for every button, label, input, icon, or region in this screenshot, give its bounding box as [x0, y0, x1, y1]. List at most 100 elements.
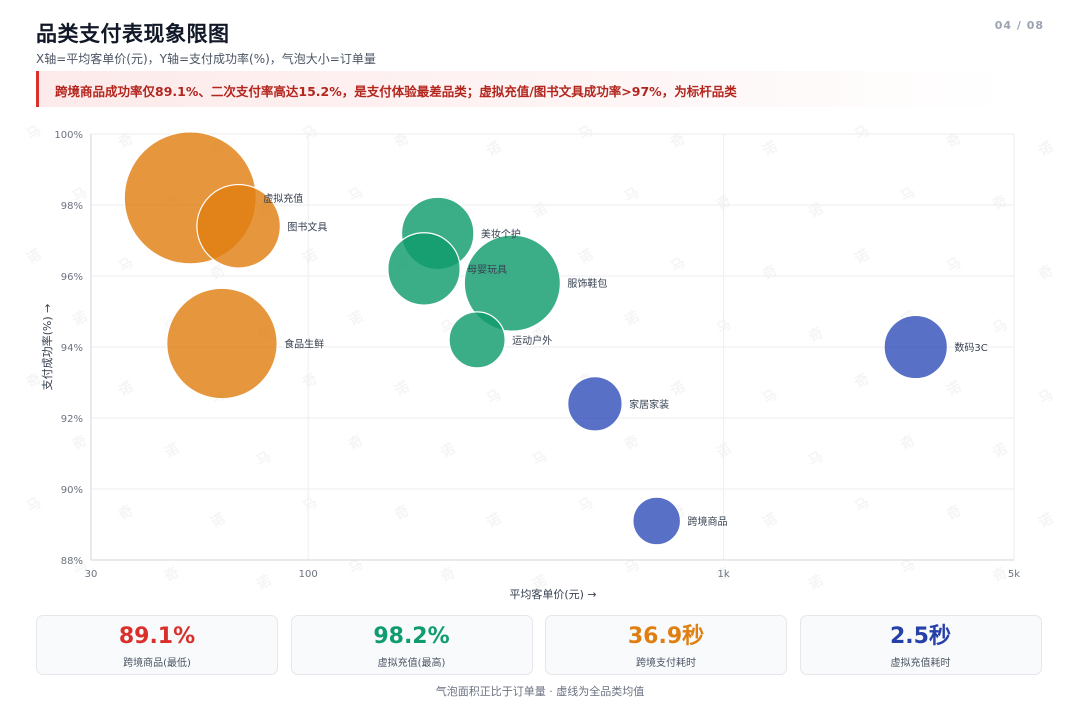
watermark-glyph: 马 — [898, 185, 918, 206]
bubble-label: 服饰鞋包 — [567, 277, 607, 290]
bubble-point — [448, 311, 506, 369]
watermark-glyph: 诺 — [484, 138, 505, 160]
watermark-glyph: 诺 — [1036, 138, 1057, 160]
watermark-glyph: 奇 — [70, 432, 91, 454]
watermark-glyph: 马 — [852, 495, 872, 516]
watermark-glyph: 诺 — [1036, 510, 1057, 532]
watermark-glyph: 马 — [116, 255, 136, 276]
bubble-label: 母婴玩具 — [467, 264, 507, 276]
watermark-glyph: 马 — [622, 557, 642, 578]
watermark-glyph: 马 — [24, 495, 44, 516]
bubble-point — [883, 314, 948, 380]
bubble-label: 美妆个护 — [481, 227, 521, 240]
watermark-glyph: 奇 — [944, 502, 965, 524]
watermark-glyph: 马 — [576, 123, 596, 144]
watermark-glyph: 诺 — [346, 308, 367, 330]
watermark-glyph: 马 — [898, 557, 918, 578]
kpi-label: 跨境商品(最低) — [123, 658, 191, 669]
watermark-glyph: 马 — [622, 185, 642, 206]
y-tick-label: 92% — [61, 414, 83, 425]
watermark-glyph: 马 — [1036, 387, 1056, 408]
watermark-glyph: 诺 — [806, 572, 827, 594]
kpi-card-lowest-rate: 89.1% 跨境商品(最低) — [36, 615, 278, 675]
y-tick-label: 100% — [54, 130, 83, 141]
watermark-glyph: 诺 — [392, 378, 413, 400]
kpi-label: 虚拟充值耗时 — [890, 658, 951, 669]
watermark-glyph: 奇 — [990, 192, 1011, 214]
watermark-glyph: 诺 — [254, 572, 275, 594]
watermark-glyph: 奇 — [806, 324, 827, 346]
watermark-glyph: 马 — [806, 449, 826, 470]
watermark-glyph: 马 — [300, 123, 320, 144]
x-tick-label: 100 — [299, 569, 318, 580]
watermark-glyph: 马 — [70, 557, 90, 578]
watermark-glyph: 奇 — [852, 370, 873, 392]
watermark-glyph: 奇 — [898, 432, 919, 454]
bubble-label: 虚拟充值 — [263, 192, 303, 205]
watermark-glyph: 奇 — [438, 564, 459, 586]
bubble-label: 家居家装 — [629, 398, 669, 411]
watermark-glyph: 诺 — [484, 510, 505, 532]
bubble-label: 运动户外 — [512, 334, 552, 347]
watermark-glyph: 马 — [254, 449, 274, 470]
watermark-glyph: 马 — [576, 495, 596, 516]
watermark-glyph: 诺 — [990, 440, 1011, 462]
watermark-glyph: 马 — [70, 185, 90, 206]
watermark-glyph: 奇 — [346, 432, 367, 454]
bubble-label: 数码3C — [954, 341, 987, 354]
insight-text: 跨境商品成功率仅89.1%、二次支付率高达15.2%，是支付体验最差品类；虚拟充… — [55, 84, 737, 99]
y-tick-label: 90% — [61, 485, 83, 496]
watermark-glyph: 奇 — [622, 432, 643, 454]
kpi-card-crossborder-time: 36.9秒 跨境支付耗时 — [545, 615, 787, 675]
watermark-glyph: 奇 — [392, 130, 413, 152]
bubble-point — [567, 375, 623, 432]
watermark-glyph: 奇 — [392, 502, 413, 524]
watermark-glyph: 马 — [944, 255, 964, 276]
watermark-glyph: 马 — [990, 317, 1010, 338]
watermark-glyph: 马 — [852, 123, 872, 144]
watermark-glyph: 奇 — [300, 370, 321, 392]
bubble-point — [632, 496, 682, 546]
bubble-point — [166, 287, 278, 400]
watermark-glyph: 奇 — [668, 130, 689, 152]
watermark-glyph: 奇 — [760, 262, 781, 284]
watermark-glyph: 诺 — [760, 510, 781, 532]
watermark-glyph: 诺 — [70, 308, 91, 330]
watermark-glyph: 诺 — [944, 378, 965, 400]
watermark-glyph: 诺 — [530, 200, 551, 222]
watermark-glyph: 诺 — [300, 246, 321, 268]
watermark-glyph: 马 — [530, 449, 550, 470]
bubble-point — [463, 234, 561, 332]
watermark-glyph: 诺 — [116, 378, 137, 400]
x-tick-label: 30 — [85, 569, 98, 580]
watermark-glyph: 马 — [760, 387, 780, 408]
kpi-value: 2.5秒 — [890, 624, 951, 649]
y-tick-label: 96% — [61, 272, 83, 283]
kpi-value: 36.9秒 — [627, 624, 705, 649]
footer-note: 气泡面积正比于订单量 · 虚线为全品类均值 — [435, 685, 645, 698]
watermark-glyph: 诺 — [622, 308, 643, 330]
bubble-label: 跨境商品 — [687, 515, 727, 528]
y-tick-label: 88% — [61, 556, 83, 567]
kpi-card-virtual-time: 2.5秒 虚拟充值耗时 — [799, 615, 1042, 675]
watermark-glyph: 诺 — [806, 200, 827, 222]
watermark-glyph: 诺 — [438, 440, 459, 462]
watermark-glyph: 诺 — [760, 138, 781, 160]
y-tick-label: 98% — [61, 201, 83, 212]
watermark-glyph: 诺 — [668, 378, 689, 400]
bubble-label: 图书文具 — [287, 220, 327, 233]
bubble-label: 食品生鲜 — [284, 337, 324, 350]
watermark-glyph: 马 — [24, 123, 44, 144]
y-tick-label: 94% — [61, 343, 83, 354]
x-tick-label: 1k — [718, 569, 730, 580]
watermark-glyph: 奇 — [116, 130, 137, 152]
watermark-glyph: 马 — [346, 185, 366, 206]
y-axis-title: 支付成功率(%) → — [40, 304, 54, 391]
page-subtitle: X轴=平均客单价(元)，Y轴=支付成功率(%)，气泡大小=订单量 — [36, 52, 376, 66]
watermark-glyph: 奇 — [162, 564, 183, 586]
watermark-glyph: 诺 — [852, 246, 873, 268]
x-tick-label: 5k — [1008, 569, 1020, 580]
watermark-glyph: 奇 — [116, 502, 137, 524]
